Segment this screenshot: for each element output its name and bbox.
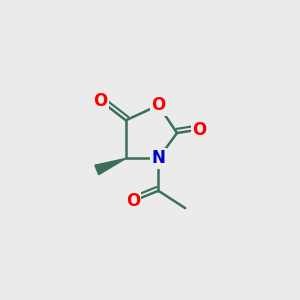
Text: O: O bbox=[93, 92, 107, 110]
Text: O: O bbox=[151, 96, 166, 114]
Text: O: O bbox=[126, 192, 140, 210]
Text: O: O bbox=[192, 121, 206, 139]
Polygon shape bbox=[95, 158, 126, 175]
Text: N: N bbox=[152, 149, 165, 167]
